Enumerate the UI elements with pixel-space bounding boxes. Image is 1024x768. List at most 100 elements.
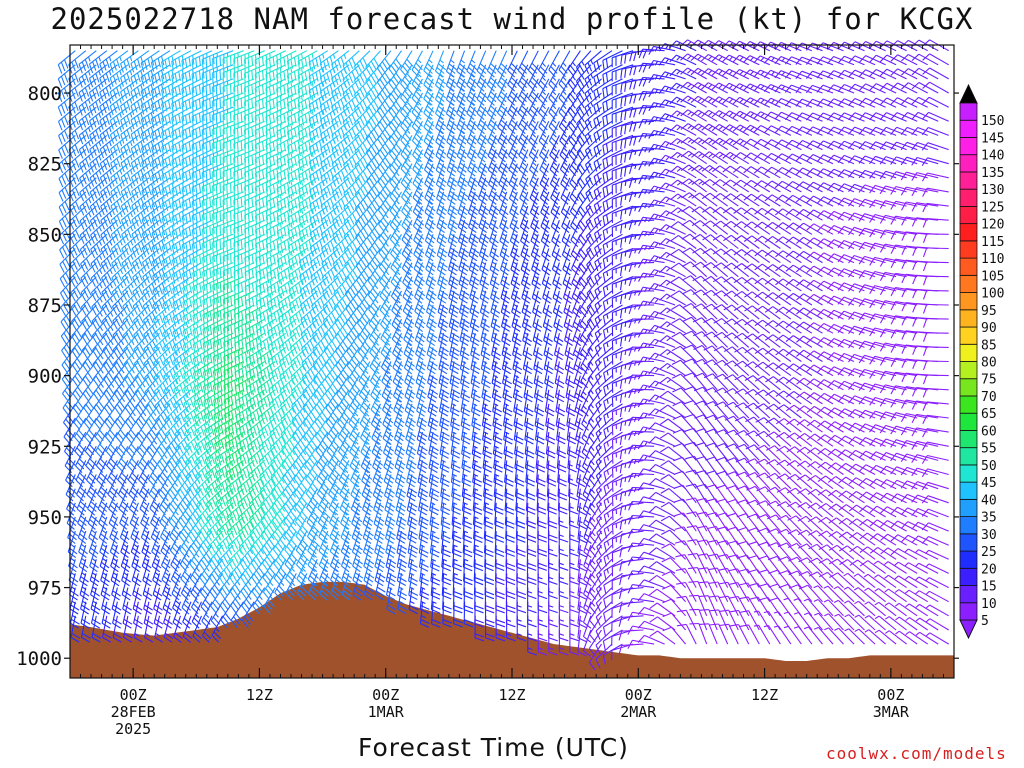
wind-barb xyxy=(627,542,655,553)
wind-barb xyxy=(348,417,360,445)
wind-barb xyxy=(133,318,150,344)
colorbar-segment xyxy=(959,550,978,569)
wind-barb xyxy=(689,608,708,631)
wind-barb xyxy=(922,303,949,314)
wind-barb xyxy=(181,587,192,615)
wind-barb xyxy=(91,615,102,643)
wind-barb xyxy=(108,502,119,530)
wind-barb xyxy=(170,544,182,572)
wind-barb xyxy=(191,177,213,197)
wind-barb xyxy=(181,205,202,226)
wind-barb xyxy=(205,488,223,513)
wind-barb xyxy=(58,163,76,188)
wind-barb xyxy=(85,446,97,473)
wind-barb xyxy=(210,587,224,614)
wind-barb xyxy=(121,248,139,273)
wind-barb xyxy=(202,615,213,643)
wind-barb xyxy=(133,347,150,373)
wind-barb xyxy=(223,332,244,352)
wind-barb xyxy=(176,474,192,501)
colorbar-segment xyxy=(959,447,978,466)
wind-barb xyxy=(638,118,665,129)
wind-barb xyxy=(202,375,223,396)
colorbar-label: 105 xyxy=(981,269,1004,284)
wind-barb xyxy=(79,191,97,216)
wind-barb xyxy=(164,389,181,414)
wind-barb xyxy=(111,276,129,301)
wind-barb xyxy=(638,174,665,185)
wind-barb xyxy=(548,559,558,585)
wind-barb xyxy=(113,347,129,373)
wind-barb xyxy=(233,276,255,296)
wind-barb xyxy=(637,593,665,603)
wind-barb xyxy=(561,205,571,234)
colorbar-label: 65 xyxy=(981,407,997,422)
wind-barb xyxy=(389,163,402,190)
wind-barb xyxy=(452,559,463,586)
wind-barb xyxy=(171,106,192,128)
wind-barb xyxy=(207,530,224,556)
wind-barb xyxy=(547,502,558,529)
wind-barb xyxy=(367,276,381,303)
wind-barb xyxy=(88,50,108,74)
wind-barb xyxy=(192,615,203,643)
colorbar-segment xyxy=(959,257,978,276)
wind-barb xyxy=(648,533,676,546)
wind-barb xyxy=(167,474,181,501)
wind-barb xyxy=(212,149,234,167)
wind-barb xyxy=(505,559,516,586)
wind-barb xyxy=(261,544,276,572)
wind-barb xyxy=(714,415,739,433)
wind-barb xyxy=(113,361,129,387)
wind-barb xyxy=(922,360,949,371)
wind-barb xyxy=(80,601,91,629)
wind-barb xyxy=(618,643,644,655)
wind-barb xyxy=(241,587,255,614)
wind-barb xyxy=(637,482,665,492)
wind-barb xyxy=(234,318,255,339)
wind-barb xyxy=(61,332,76,359)
wind-barb xyxy=(587,332,602,359)
wind-barb xyxy=(255,248,276,269)
wind-barb xyxy=(719,623,739,645)
wind-barb xyxy=(844,600,865,617)
wind-barb xyxy=(80,290,97,316)
wind-barb xyxy=(59,248,76,273)
wind-barb xyxy=(127,446,139,473)
wind-barb xyxy=(168,488,181,515)
wind-barb xyxy=(638,160,665,171)
wind-barb xyxy=(100,233,118,259)
wind-barb xyxy=(98,502,108,530)
wind-barb xyxy=(152,290,171,315)
wind-barb xyxy=(921,481,949,491)
wind-barb xyxy=(149,488,161,516)
wind-barb xyxy=(182,601,192,629)
colorbar-label: 55 xyxy=(981,442,997,457)
wind-speed-colorbar: 5 10 15 20 25 30 35 40 45 50 55 60 65 70 75 80 85 90 95 100… xyxy=(959,83,1004,640)
wind-barb xyxy=(89,149,108,173)
wind-barb xyxy=(206,516,224,542)
wind-barb xyxy=(659,362,686,377)
wind-barb xyxy=(244,149,265,168)
wind-barb xyxy=(660,488,686,504)
wind-barb xyxy=(699,623,718,645)
wind-barb xyxy=(442,587,452,614)
wind-barb xyxy=(569,191,581,219)
wind-barb xyxy=(315,446,330,473)
wind-barb xyxy=(567,92,581,120)
wind-barb xyxy=(152,304,171,329)
wind-barb xyxy=(358,361,371,389)
wind-barb xyxy=(484,573,495,600)
y-tick-label: 800 xyxy=(28,83,62,105)
wind-barb xyxy=(358,375,371,403)
wind-barb xyxy=(81,304,97,330)
wind-barb xyxy=(70,276,87,302)
wind-barb xyxy=(670,234,697,249)
wind-barb xyxy=(378,205,392,233)
wind-barb xyxy=(619,403,644,417)
wind-barb xyxy=(719,609,739,631)
wind-barb xyxy=(548,573,558,600)
wind-barb xyxy=(260,516,277,543)
wind-barb xyxy=(185,460,202,485)
wind-barb xyxy=(526,573,537,600)
